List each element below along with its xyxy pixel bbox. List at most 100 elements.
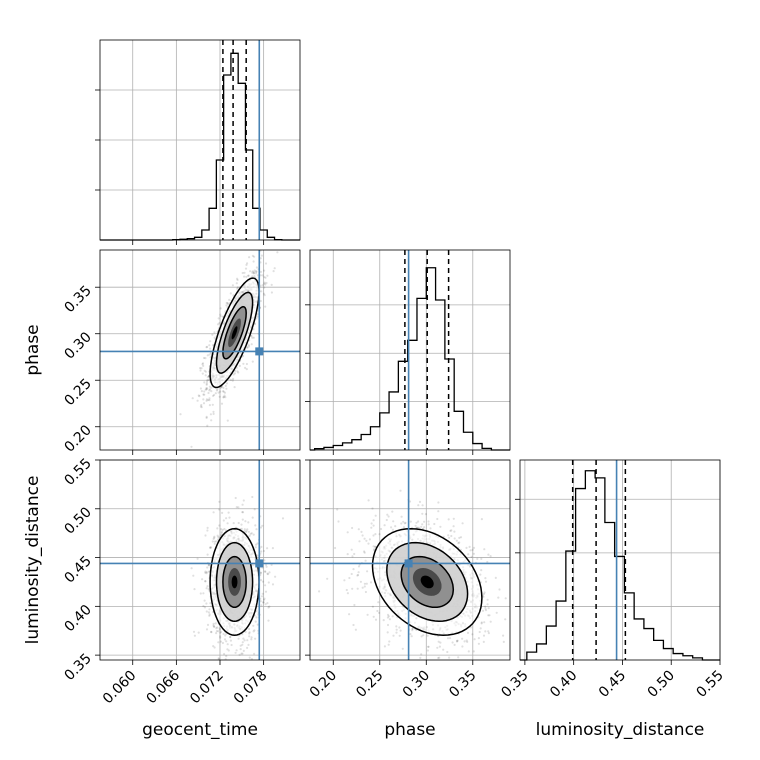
sample-point (202, 393, 205, 396)
sample-point (263, 559, 266, 562)
sample-point (387, 515, 390, 518)
sample-point (260, 595, 264, 598)
sample-point (483, 621, 486, 624)
sample-point (241, 510, 244, 514)
sample-point (457, 542, 460, 545)
sample-point (213, 336, 216, 339)
y-axis-label-luminosity_distance: luminosity_distance (23, 476, 43, 645)
sample-point (484, 630, 487, 633)
sample-point (212, 624, 215, 627)
sample-point (201, 362, 205, 365)
sample-point (241, 271, 244, 275)
sample-point (386, 616, 389, 619)
sample-point (411, 627, 414, 630)
sample-point (471, 548, 474, 552)
sample-point (470, 626, 473, 629)
sample-point (438, 645, 441, 648)
panel-frame (99, 39, 301, 241)
sample-point (480, 569, 483, 572)
sample-point (385, 518, 388, 522)
sample-point (221, 528, 224, 532)
sample-point (469, 549, 472, 552)
sample-point (233, 386, 236, 389)
sample-point (199, 367, 202, 370)
contour-line (215, 291, 254, 374)
sample-point (235, 506, 238, 509)
sample-point (482, 592, 485, 596)
sample-point (380, 527, 383, 531)
sample-point (458, 541, 461, 544)
sample-point (209, 351, 212, 354)
sample-point (247, 345, 251, 348)
sample-point (205, 610, 208, 613)
sample-point (263, 597, 266, 600)
sample-point (212, 625, 215, 628)
sample-point (263, 286, 266, 289)
sample-point (264, 603, 267, 606)
sample-point (358, 540, 361, 543)
sample-point (244, 520, 247, 523)
sample-point (437, 656, 440, 660)
sample-point (374, 545, 377, 549)
sample-point (264, 276, 267, 279)
sample-point (204, 357, 207, 360)
sample-point (209, 347, 212, 350)
sample-point (461, 645, 464, 648)
sample-point (241, 518, 244, 521)
sample-point (372, 524, 375, 527)
sample-point (480, 621, 483, 624)
sample-point (217, 536, 220, 539)
sample-point (482, 640, 485, 644)
sample-point (220, 528, 223, 531)
sample-point (390, 526, 393, 529)
sample-point (447, 534, 450, 537)
sample-point (222, 390, 225, 393)
sample-point (409, 633, 412, 636)
sample-point (205, 628, 209, 631)
sample-point (179, 413, 182, 416)
sample-point (371, 507, 374, 510)
sample-point (256, 542, 259, 545)
sample-point (201, 578, 204, 581)
sample-point (206, 387, 209, 390)
sample-point (208, 388, 212, 391)
sample-point (245, 263, 248, 266)
sample-point (208, 344, 211, 347)
sample-point (472, 552, 475, 555)
x-tick-label: 0.40 (547, 668, 580, 701)
sample-point (223, 652, 226, 656)
sample-point (487, 632, 490, 635)
sample-point (212, 645, 215, 648)
sample-point (423, 526, 426, 529)
sample-point (213, 331, 216, 334)
sample-point (250, 638, 253, 641)
density-level (231, 575, 238, 589)
sample-point (223, 394, 226, 397)
sample-point (228, 516, 231, 519)
sample-point (227, 511, 230, 514)
sample-point (217, 658, 220, 660)
sample-point (192, 630, 196, 633)
sample-point (477, 642, 480, 645)
sample-point (246, 346, 249, 349)
sample-point (252, 271, 256, 275)
sample-point (196, 399, 199, 402)
sample-point (223, 391, 227, 394)
sample-point (210, 605, 213, 608)
sample-point (224, 396, 227, 399)
sample-point (205, 416, 208, 419)
sample-point (241, 503, 244, 506)
sample-point (222, 396, 225, 399)
sample-point (446, 637, 450, 640)
sample-point (219, 390, 222, 393)
sample-point (418, 500, 422, 503)
sample-point (472, 546, 476, 550)
sample-point (415, 521, 418, 524)
sample-point (271, 583, 275, 586)
sample-point (218, 628, 222, 631)
sample-point (446, 650, 449, 654)
sample-point (502, 634, 505, 637)
contour-line (209, 527, 260, 636)
sample-point (204, 571, 207, 574)
sample-point (191, 397, 194, 400)
